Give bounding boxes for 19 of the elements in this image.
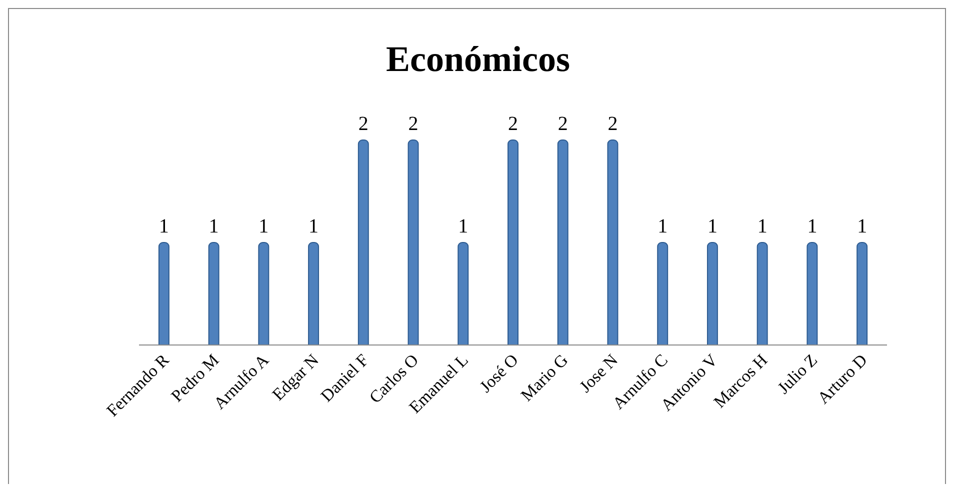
data-label: 2 bbox=[358, 113, 368, 135]
x-tick-label: Jose N bbox=[576, 350, 622, 396]
data-label: 1 bbox=[807, 216, 818, 238]
data-label: 1 bbox=[707, 216, 718, 238]
data-label: 2 bbox=[508, 113, 518, 135]
data-label: 1 bbox=[857, 216, 868, 238]
chart-title: Económicos bbox=[386, 39, 570, 79]
data-label: 1 bbox=[757, 216, 768, 238]
data-label: 1 bbox=[158, 216, 169, 238]
data-label: 1 bbox=[258, 216, 269, 238]
data-label: 1 bbox=[658, 216, 668, 238]
data-label: 2 bbox=[558, 113, 568, 135]
data-label: 1 bbox=[458, 216, 468, 238]
x-tick-label: Julio Z bbox=[774, 350, 822, 398]
data-label: 2 bbox=[608, 113, 618, 135]
data-label: 1 bbox=[308, 216, 319, 238]
data-label: 1 bbox=[208, 216, 219, 238]
x-tick-label: José O bbox=[476, 350, 522, 396]
data-label: 2 bbox=[408, 113, 418, 135]
